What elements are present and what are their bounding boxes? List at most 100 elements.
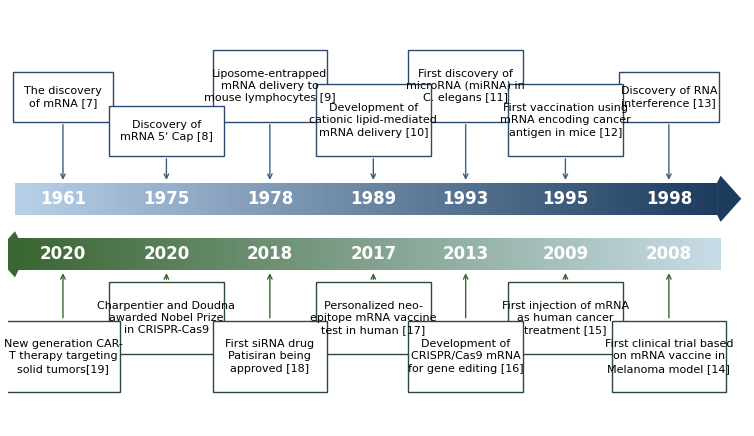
Polygon shape (396, 238, 400, 270)
Polygon shape (643, 183, 646, 215)
Polygon shape (265, 238, 269, 270)
Polygon shape (244, 238, 248, 270)
Polygon shape (234, 238, 238, 270)
Text: 1998: 1998 (645, 190, 692, 208)
Polygon shape (114, 238, 118, 270)
Polygon shape (474, 183, 477, 215)
Polygon shape (357, 238, 360, 270)
Polygon shape (293, 183, 297, 215)
Polygon shape (601, 183, 604, 215)
Polygon shape (633, 183, 636, 215)
Polygon shape (664, 238, 668, 270)
Polygon shape (611, 238, 615, 270)
Polygon shape (393, 238, 396, 270)
Polygon shape (106, 238, 110, 270)
Polygon shape (121, 183, 124, 215)
Polygon shape (135, 238, 139, 270)
Polygon shape (505, 183, 509, 215)
Polygon shape (523, 238, 526, 270)
Polygon shape (68, 238, 72, 270)
Polygon shape (467, 238, 470, 270)
Polygon shape (360, 238, 364, 270)
Polygon shape (318, 238, 322, 270)
FancyBboxPatch shape (409, 50, 523, 122)
Polygon shape (146, 238, 149, 270)
Polygon shape (135, 183, 139, 215)
Polygon shape (336, 183, 339, 215)
Polygon shape (523, 183, 526, 215)
Text: Development of
cationic lipid-mediated
mRNA delivery [10]: Development of cationic lipid-mediated m… (309, 103, 437, 137)
Text: 1978: 1978 (247, 190, 293, 208)
Polygon shape (710, 183, 713, 215)
Polygon shape (675, 183, 679, 215)
Polygon shape (149, 238, 152, 270)
Polygon shape (590, 183, 593, 215)
FancyBboxPatch shape (409, 320, 523, 392)
Polygon shape (51, 183, 54, 215)
Text: 2017: 2017 (350, 245, 397, 263)
Text: 1989: 1989 (350, 190, 397, 208)
Text: The discovery
of mRNA [7]: The discovery of mRNA [7] (24, 86, 102, 108)
Polygon shape (572, 238, 576, 270)
Polygon shape (47, 238, 51, 270)
Polygon shape (36, 238, 40, 270)
Polygon shape (238, 238, 241, 270)
Polygon shape (463, 183, 467, 215)
Polygon shape (272, 183, 276, 215)
Text: 1995: 1995 (542, 190, 589, 208)
Text: 2008: 2008 (646, 245, 692, 263)
Polygon shape (280, 183, 283, 215)
Polygon shape (230, 183, 234, 215)
Polygon shape (421, 238, 425, 270)
Polygon shape (339, 183, 343, 215)
Text: 2013: 2013 (443, 245, 489, 263)
Polygon shape (421, 183, 425, 215)
Polygon shape (569, 183, 572, 215)
Polygon shape (403, 183, 406, 215)
Polygon shape (706, 183, 710, 215)
Polygon shape (339, 238, 343, 270)
Polygon shape (139, 183, 142, 215)
Polygon shape (452, 183, 456, 215)
Polygon shape (283, 183, 287, 215)
Polygon shape (477, 238, 480, 270)
Polygon shape (562, 238, 566, 270)
Polygon shape (110, 183, 114, 215)
Polygon shape (449, 238, 452, 270)
Polygon shape (195, 238, 198, 270)
Polygon shape (576, 238, 580, 270)
Polygon shape (156, 183, 160, 215)
Polygon shape (639, 238, 643, 270)
Polygon shape (371, 238, 375, 270)
Text: 2009: 2009 (542, 245, 589, 263)
Polygon shape (650, 183, 654, 215)
Polygon shape (251, 183, 255, 215)
Polygon shape (131, 238, 135, 270)
Polygon shape (541, 238, 544, 270)
Polygon shape (414, 238, 417, 270)
Polygon shape (435, 183, 438, 215)
FancyBboxPatch shape (109, 106, 224, 156)
Polygon shape (326, 183, 329, 215)
Polygon shape (442, 238, 446, 270)
Polygon shape (622, 238, 625, 270)
Polygon shape (685, 183, 689, 215)
Polygon shape (139, 238, 142, 270)
Polygon shape (333, 238, 336, 270)
Polygon shape (505, 238, 509, 270)
Polygon shape (124, 183, 128, 215)
Polygon shape (566, 238, 569, 270)
Polygon shape (78, 183, 82, 215)
Polygon shape (414, 183, 417, 215)
Text: Personalized neo-
epitope mRNA vaccine
test in human [17]: Personalized neo- epitope mRNA vaccine t… (310, 300, 437, 335)
Polygon shape (195, 183, 198, 215)
Polygon shape (198, 183, 202, 215)
Polygon shape (78, 238, 82, 270)
Polygon shape (509, 238, 513, 270)
Polygon shape (202, 238, 205, 270)
FancyBboxPatch shape (13, 72, 113, 122)
Polygon shape (664, 183, 668, 215)
Text: 2020: 2020 (143, 245, 189, 263)
Polygon shape (679, 238, 682, 270)
Polygon shape (713, 183, 717, 215)
